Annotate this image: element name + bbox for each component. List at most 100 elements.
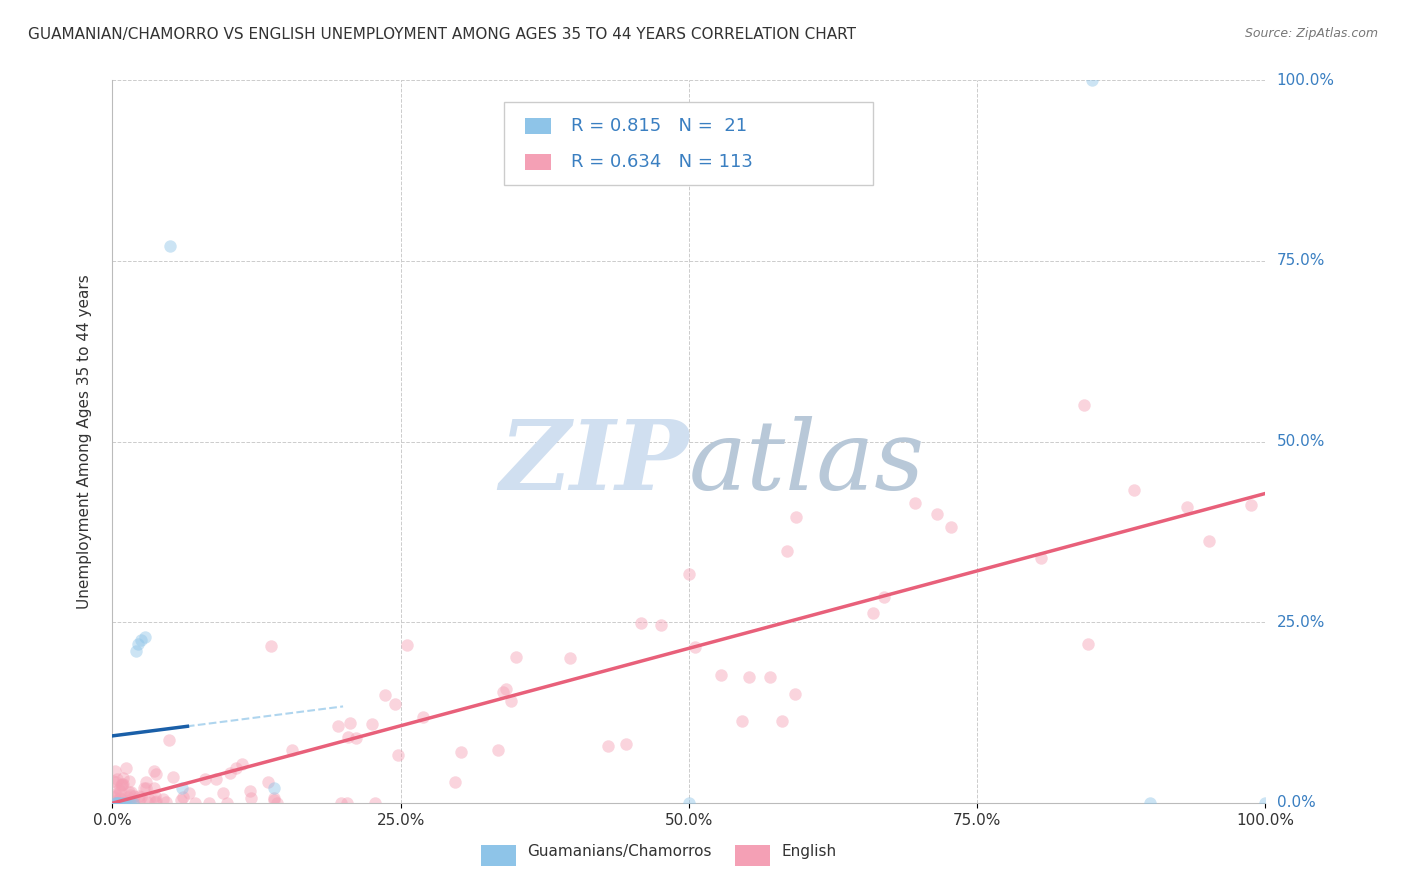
Point bbox=[142, 764, 165, 779]
Text: 25.0%: 25.0% bbox=[1277, 615, 1324, 630]
Point bbox=[120, 784, 142, 798]
Point bbox=[384, 697, 406, 711]
Point bbox=[132, 781, 155, 796]
Point bbox=[138, 792, 160, 806]
Point bbox=[105, 772, 128, 787]
Point bbox=[927, 507, 949, 521]
Y-axis label: Unemployment Among Ages 35 to 44 years: Unemployment Among Ages 35 to 44 years bbox=[77, 274, 91, 609]
Point bbox=[1240, 498, 1263, 512]
Point bbox=[155, 796, 177, 810]
Point bbox=[240, 791, 263, 805]
Point bbox=[904, 496, 927, 510]
Point bbox=[396, 638, 419, 652]
Point bbox=[152, 791, 174, 805]
Point bbox=[194, 772, 217, 787]
Point bbox=[111, 778, 134, 792]
Point bbox=[135, 795, 157, 809]
Point bbox=[1077, 637, 1099, 651]
Point bbox=[412, 709, 434, 723]
Point bbox=[862, 606, 884, 620]
Point bbox=[110, 791, 132, 805]
Point bbox=[336, 796, 359, 810]
Point bbox=[157, 733, 180, 747]
Point bbox=[759, 670, 782, 684]
Point bbox=[263, 781, 285, 796]
Point bbox=[344, 731, 367, 745]
Point bbox=[111, 795, 134, 809]
Point bbox=[360, 717, 382, 731]
Point bbox=[330, 796, 353, 810]
Bar bbox=[735, 845, 769, 866]
Point bbox=[170, 793, 193, 807]
Point bbox=[785, 509, 807, 524]
Point bbox=[486, 743, 509, 757]
Point bbox=[104, 764, 127, 778]
Point bbox=[104, 796, 127, 810]
Point bbox=[104, 787, 127, 801]
Point bbox=[118, 774, 141, 789]
Point bbox=[129, 633, 153, 648]
Point bbox=[650, 617, 672, 632]
Text: Guamanians/Chamorros: Guamanians/Chamorros bbox=[527, 845, 711, 859]
Point bbox=[110, 784, 132, 798]
Text: 0.0%: 0.0% bbox=[1277, 796, 1315, 810]
Point bbox=[122, 796, 145, 810]
Point bbox=[159, 239, 181, 253]
Point bbox=[257, 774, 280, 789]
Point bbox=[263, 792, 285, 806]
Point bbox=[1081, 73, 1104, 87]
Text: R = 0.815   N =  21: R = 0.815 N = 21 bbox=[571, 117, 748, 135]
Point bbox=[128, 794, 150, 808]
Text: 75.0%: 75.0% bbox=[1277, 253, 1324, 268]
Point bbox=[776, 544, 799, 558]
Point bbox=[111, 793, 134, 807]
Point bbox=[364, 796, 387, 810]
Point bbox=[112, 772, 135, 786]
Point bbox=[205, 772, 228, 786]
Point bbox=[143, 789, 166, 804]
Point bbox=[683, 640, 706, 655]
Point bbox=[104, 775, 127, 789]
Point bbox=[198, 796, 221, 810]
Point bbox=[219, 766, 242, 780]
Point bbox=[239, 784, 262, 798]
Point bbox=[1073, 398, 1095, 412]
Point bbox=[1254, 796, 1277, 810]
Point bbox=[505, 649, 527, 664]
Point bbox=[596, 739, 619, 754]
Point bbox=[111, 796, 134, 810]
Point bbox=[110, 778, 132, 792]
Point bbox=[1175, 500, 1198, 515]
Point bbox=[122, 795, 145, 809]
Point bbox=[499, 694, 522, 708]
Text: GUAMANIAN/CHAMORRO VS ENGLISH UNEMPLOYMENT AMONG AGES 35 TO 44 YEARS CORRELATION: GUAMANIAN/CHAMORRO VS ENGLISH UNEMPLOYME… bbox=[28, 27, 856, 42]
Point bbox=[107, 796, 129, 810]
Point bbox=[145, 794, 167, 808]
Point bbox=[115, 761, 138, 775]
Text: ZIP: ZIP bbox=[499, 417, 689, 510]
Point bbox=[1198, 533, 1220, 548]
Point bbox=[710, 668, 733, 682]
Point bbox=[678, 566, 700, 581]
Point bbox=[118, 785, 141, 799]
Point bbox=[104, 794, 127, 808]
Point bbox=[630, 615, 652, 630]
Point bbox=[266, 796, 288, 810]
Point bbox=[939, 520, 962, 534]
Point bbox=[280, 743, 302, 757]
Point bbox=[260, 639, 283, 653]
Point bbox=[263, 790, 285, 805]
Point bbox=[108, 781, 131, 796]
Point bbox=[374, 688, 396, 702]
Point bbox=[122, 789, 145, 803]
Point bbox=[1031, 550, 1053, 565]
Point bbox=[104, 796, 127, 810]
FancyBboxPatch shape bbox=[505, 102, 873, 185]
Point bbox=[108, 796, 131, 810]
Point bbox=[326, 719, 349, 733]
Point bbox=[770, 714, 793, 729]
Point bbox=[111, 777, 134, 791]
Point bbox=[162, 770, 184, 784]
Point bbox=[492, 685, 515, 699]
Point bbox=[614, 737, 637, 751]
